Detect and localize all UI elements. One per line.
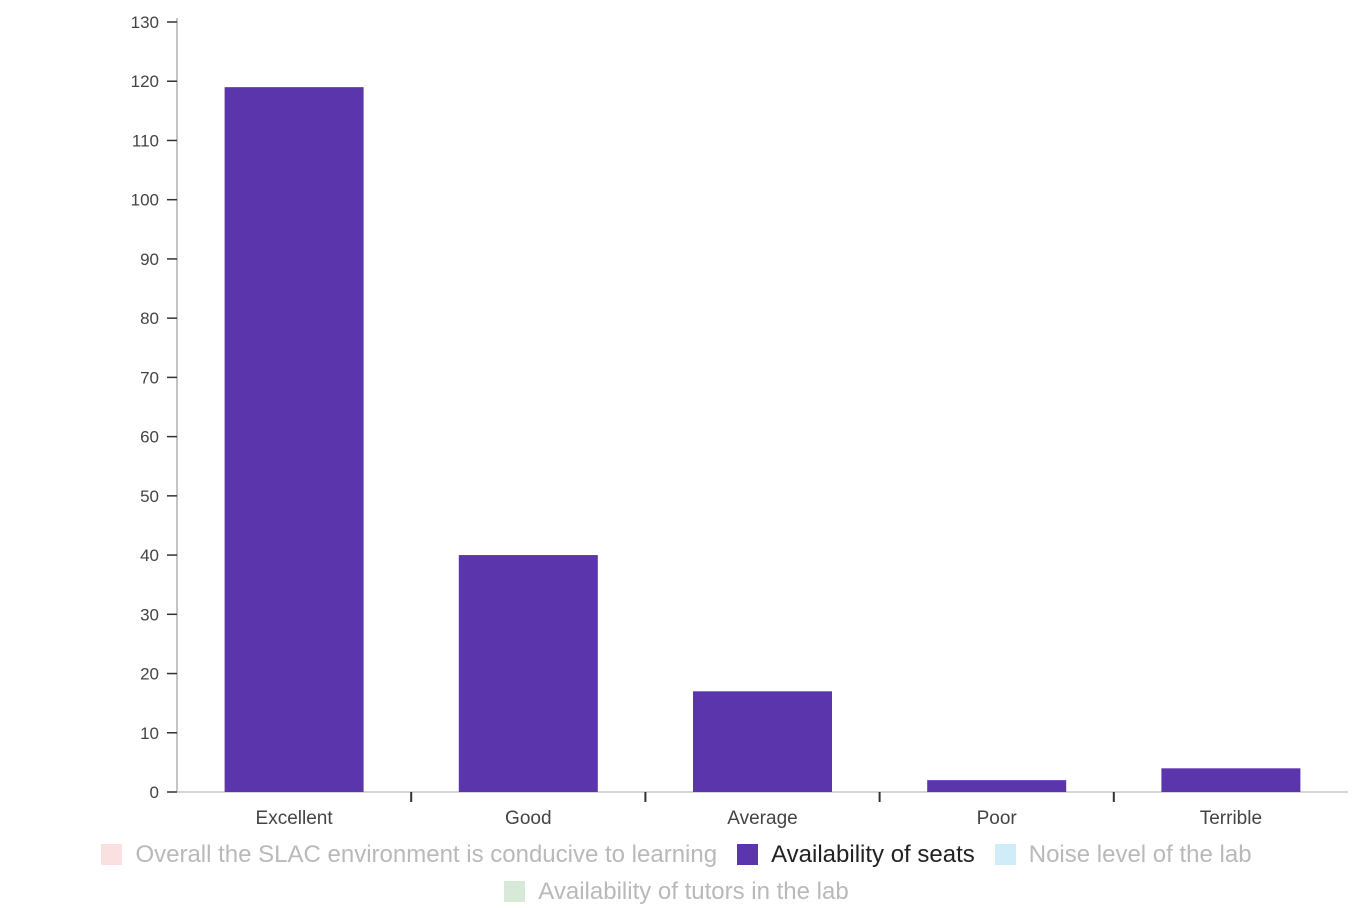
bar-chart: 0 10 20 30 40 50 60 70 80 90 100 110 120 130 Excellen…: [131, 13, 1348, 829]
y-tick-label: 50: [140, 487, 159, 506]
y-tick-label: 60: [140, 428, 159, 447]
x-tick-label: Excellent: [256, 808, 334, 829]
y-tick-label: 120: [131, 72, 159, 91]
y-tick-label: 90: [140, 250, 159, 269]
x-axis: [177, 791, 1348, 802]
legend-swatch: [504, 881, 526, 902]
legend-label: Noise level of the lab: [1028, 841, 1252, 868]
y-tick-label: 80: [140, 309, 159, 328]
y-tick-label: 130: [131, 13, 159, 32]
bar-poor[interactable]: [927, 780, 1067, 792]
legend-label: Availability of seats: [771, 841, 975, 868]
legend-item-availability-of-seats[interactable]: Availability of seats: [737, 838, 975, 871]
x-tick-label: Poor: [977, 808, 1018, 829]
legend-label: Overall the SLAC environment is conduciv…: [135, 841, 718, 868]
bar-good[interactable]: [458, 555, 598, 792]
bar-excellent[interactable]: [224, 87, 364, 792]
bar-series-availability-of-seats[interactable]: [224, 87, 1301, 792]
bar-average[interactable]: [693, 691, 832, 792]
y-tick-label: 30: [140, 605, 159, 624]
x-tick-labels: Excellent Good Average Poor Terrible: [256, 808, 1263, 829]
legend-swatch: [737, 844, 759, 865]
x-tick-label: Good: [505, 808, 551, 829]
y-tick-label: 10: [140, 724, 159, 743]
y-tick-label: 20: [140, 665, 159, 684]
y-tick-label: 0: [150, 783, 159, 802]
legend: Overall the SLAC environment is conduciv…: [0, 838, 1353, 908]
legend-item-overall-environment[interactable]: Overall the SLAC environment is conduciv…: [101, 838, 717, 871]
y-axis: 0 10 20 30 40 50 60 70 80 90 100 110 120 130: [131, 13, 178, 802]
legend-item-availability-of-tutors[interactable]: Availability of tutors in the lab: [504, 875, 849, 908]
bar-terrible[interactable]: [1161, 768, 1301, 792]
x-tick-label: Terrible: [1200, 808, 1262, 829]
legend-item-noise-level[interactable]: Noise level of the lab: [994, 838, 1252, 871]
x-tick-label: Average: [727, 808, 797, 829]
y-tick-label: 70: [140, 368, 159, 387]
y-tick-label: 40: [140, 546, 159, 565]
legend-swatch: [101, 844, 123, 865]
y-tick-label: 110: [132, 131, 159, 150]
legend-label: Availability of tutors in the lab: [538, 878, 849, 905]
y-tick-label: 100: [131, 191, 159, 210]
legend-swatch: [994, 844, 1016, 865]
